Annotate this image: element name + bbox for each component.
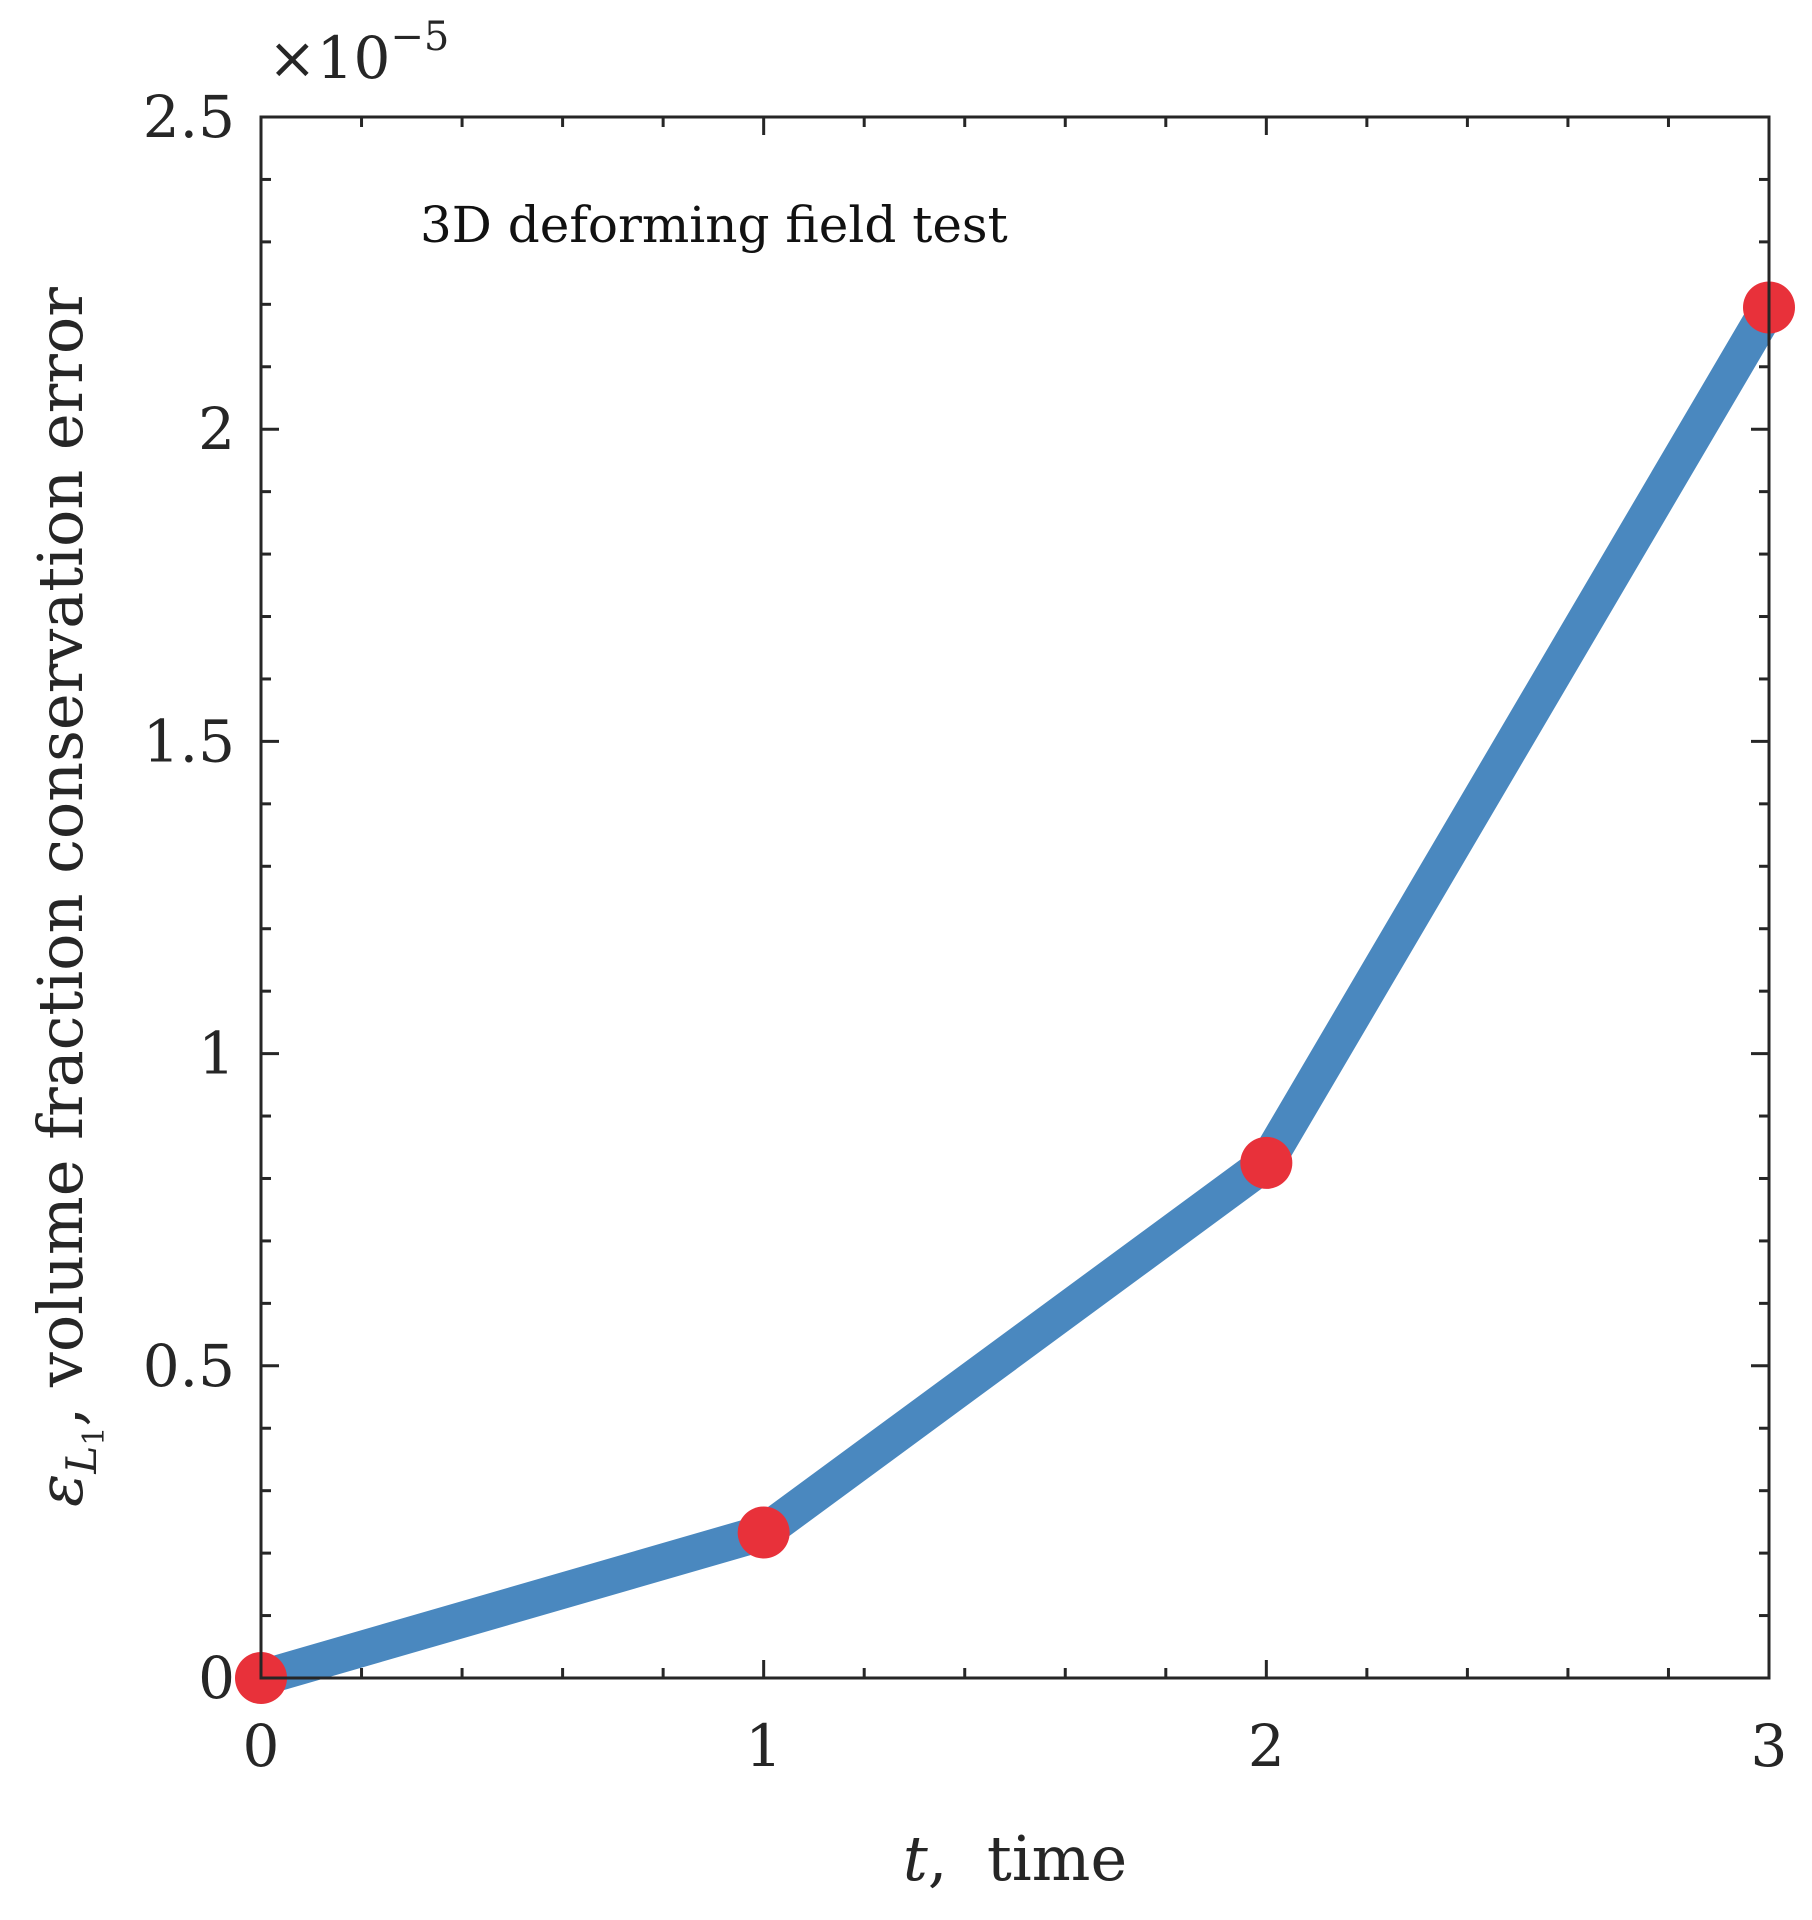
major-ticks: [259, 115, 1771, 1680]
y-exponent-label: ×10−5: [268, 14, 449, 92]
x-tick-label: 3: [1751, 1712, 1788, 1780]
y-axis-label: εL1, volume fraction conservation error: [24, 287, 112, 1507]
y-axis-var: ε: [24, 1474, 97, 1507]
y-tick-label: 0.5: [143, 1332, 235, 1400]
x-axis-rest: , time: [928, 1822, 1127, 1895]
data-markers: [235, 281, 1795, 1704]
series-layer: [235, 281, 1795, 1704]
y-tick-label: 2.5: [143, 83, 235, 151]
x-tick-labels: 0 1 2 3: [243, 1712, 1788, 1780]
axes-box: [259, 115, 1771, 1680]
y-exponent-power: −5: [390, 14, 449, 60]
data-line: [255, 298, 1785, 1696]
x-tick-label: 2: [1248, 1712, 1285, 1780]
x-axis-var: t: [903, 1822, 928, 1895]
y-axis-rest: , volume fraction conservation error: [24, 287, 97, 1427]
y-tick-label: 2: [198, 395, 235, 463]
y-tick-label: 1: [198, 1020, 235, 1088]
data-point-marker: [1240, 1136, 1293, 1189]
y-axis-sub: L: [57, 1446, 106, 1475]
y-tick-label: 0: [198, 1644, 235, 1712]
y-tick-labels: 0 0.5 1 1.5 2 2.5: [143, 83, 235, 1712]
data-point-marker: [737, 1506, 790, 1559]
x-tick-label: 1: [745, 1712, 782, 1780]
x-tick-label: 0: [243, 1712, 280, 1780]
y-axis-subsub: 1: [77, 1427, 112, 1446]
minor-ticks: [261, 117, 1769, 1678]
y-exponent-base: ×10: [268, 24, 390, 92]
y-tick-label: 1.5: [143, 707, 235, 775]
x-axis-label: t, time: [903, 1822, 1127, 1895]
annotation-label: 3D deforming field test: [420, 196, 1008, 254]
